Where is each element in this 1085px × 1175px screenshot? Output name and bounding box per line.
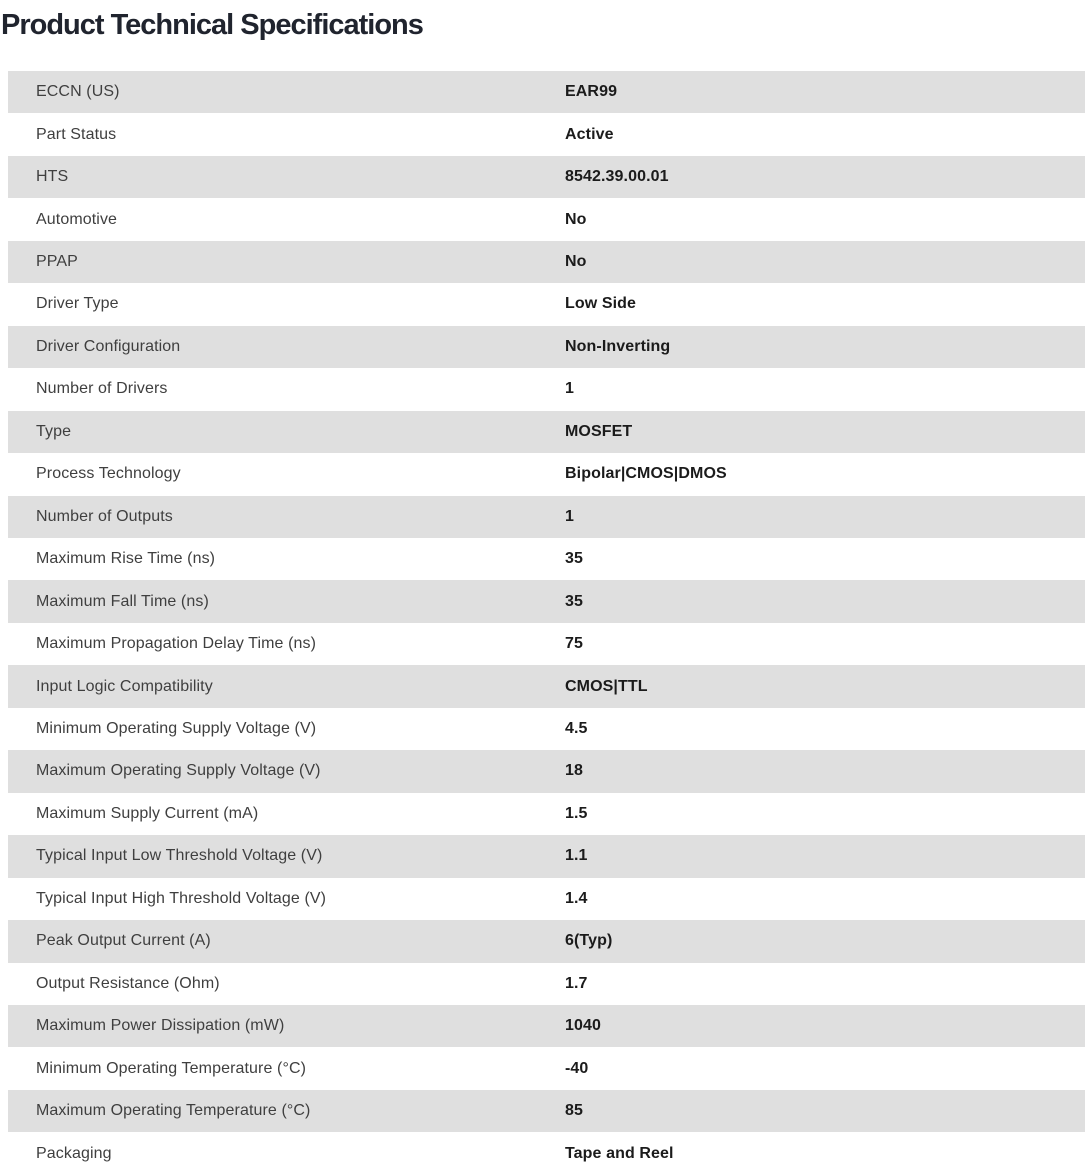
spec-label: Driver Configuration: [36, 337, 181, 355]
spec-label: Typical Input Low Threshold Voltage (V): [36, 847, 323, 865]
spec-value: 1.1: [565, 847, 588, 865]
spec-value: EAR99: [565, 83, 618, 101]
spec-value: CMOS|TTL: [565, 677, 648, 695]
spec-value: 1.4: [565, 889, 588, 907]
spec-row: Maximum Rise Time (ns) 35: [8, 537, 1085, 581]
spec-row: Part Status Active: [8, 113, 1085, 156]
spec-label: Typical Input High Threshold Voltage (V): [36, 889, 327, 907]
spec-value: No: [565, 210, 587, 228]
spec-row: Minimum Operating Temperature (°C) -40: [8, 1047, 1085, 1090]
spec-label: Maximum Supply Current (mA): [36, 804, 259, 822]
spec-row: Typical Input Low Threshold Voltage (V) 1…: [8, 835, 1085, 878]
spec-label: Process Technology: [36, 465, 181, 483]
spec-value: 35: [565, 550, 583, 568]
spec-label: Output Resistance (Ohm): [36, 974, 220, 992]
spec-value: Bipolar|CMOS|DMOS: [565, 465, 727, 483]
spec-row: Number of Drivers 1: [8, 368, 1085, 411]
spec-value: MOSFET: [565, 422, 633, 440]
spec-row: Driver Type Low Side: [8, 283, 1085, 326]
spec-value: 35: [565, 592, 583, 610]
spec-value: 1.5: [565, 804, 588, 822]
spec-label: Input Logic Compatibility: [36, 677, 213, 695]
spec-label: Maximum Operating Supply Voltage (V): [36, 762, 321, 780]
spec-label: Number of Drivers: [36, 380, 168, 398]
spec-label: Maximum Power Dissipation (mW): [36, 1017, 285, 1035]
page-title: Product Technical Specifications: [1, 9, 424, 41]
spec-row: Maximum Operating Temperature (°C) 85: [8, 1089, 1085, 1133]
spec-label: Packaging: [36, 1144, 112, 1162]
spec-label: Part Status: [36, 125, 117, 143]
spec-label: Maximum Fall Time (ns): [36, 592, 209, 610]
spec-label: PPAP: [36, 253, 78, 271]
spec-row: Input Logic Compatibility CMOS|TTL: [8, 665, 1085, 708]
spec-row: Typical Input High Threshold Voltage (V)…: [8, 877, 1085, 921]
spec-value: 1: [565, 380, 574, 398]
spec-value: -40: [565, 1059, 589, 1077]
spec-label: Maximum Rise Time (ns): [36, 550, 216, 568]
spec-row: Number of Outputs 1: [8, 495, 1085, 538]
spec-row: Maximum Power Dissipation (mW) 1040: [8, 1004, 1085, 1048]
spec-value: 18: [565, 762, 583, 780]
spec-value: Tape and Reel: [565, 1144, 674, 1162]
spec-value: 1.7: [565, 974, 588, 992]
spec-row: Driver Configuration Non-Inverting: [8, 325, 1085, 369]
spec-label: ECCN (US): [36, 83, 120, 101]
spec-row: Maximum Supply Current (mA) 1.5: [8, 792, 1085, 836]
spec-label: Number of Outputs: [36, 507, 173, 525]
spec-value: 8542.39.00.01: [565, 168, 669, 186]
spec-row: HTS 8542.39.00.01: [8, 155, 1085, 199]
spec-row: PPAP No: [8, 240, 1085, 284]
spec-value: 1: [565, 507, 574, 525]
spec-row: Output Resistance (Ohm) 1.7: [8, 962, 1085, 1005]
spec-value: 6(Typ): [565, 932, 613, 950]
spec-label: Automotive: [36, 210, 118, 228]
spec-label: Minimum Operating Supply Voltage (V): [36, 720, 317, 738]
spec-row: Process Technology Bipolar|CMOS|DMOS: [8, 453, 1085, 496]
spec-label: HTS: [36, 168, 69, 186]
spec-value: 1040: [565, 1017, 601, 1035]
spec-label: Peak Output Current (A): [36, 932, 211, 950]
spec-label: Maximum Propagation Delay Time (ns): [36, 635, 317, 653]
spec-row: Maximum Operating Supply Voltage (V) 18: [8, 750, 1085, 793]
spec-value: Active: [565, 125, 614, 143]
spec-row: Type MOSFET: [8, 410, 1085, 454]
spec-row: Minimum Operating Supply Voltage (V) 4.5: [8, 707, 1085, 751]
spec-row: Automotive No: [8, 198, 1085, 241]
spec-label: Maximum Operating Temperature (°C): [36, 1102, 311, 1120]
spec-row: Maximum Fall Time (ns) 35: [8, 580, 1085, 623]
spec-row: Maximum Propagation Delay Time (ns) 75: [8, 622, 1085, 666]
spec-label: Type: [36, 422, 72, 440]
spec-value: Non-Inverting: [565, 337, 671, 355]
spec-value: 85: [565, 1102, 583, 1120]
spec-row: Packaging Tape and Reel: [8, 1132, 1085, 1175]
spec-label: Driver Type: [36, 295, 119, 313]
spec-row: ECCN (US) EAR99: [8, 71, 1085, 114]
spec-label: Minimum Operating Temperature (°C): [36, 1059, 307, 1077]
spec-value: Low Side: [565, 295, 637, 313]
spec-value: 4.5: [565, 720, 588, 738]
spec-value: No: [565, 253, 587, 271]
spec-value: 75: [565, 635, 583, 653]
spec-row: Peak Output Current (A) 6(Typ): [8, 920, 1085, 963]
spec-table: ECCN (US) EAR99 Part Status Active HTS 8542.3…: [0, 71, 1085, 1175]
